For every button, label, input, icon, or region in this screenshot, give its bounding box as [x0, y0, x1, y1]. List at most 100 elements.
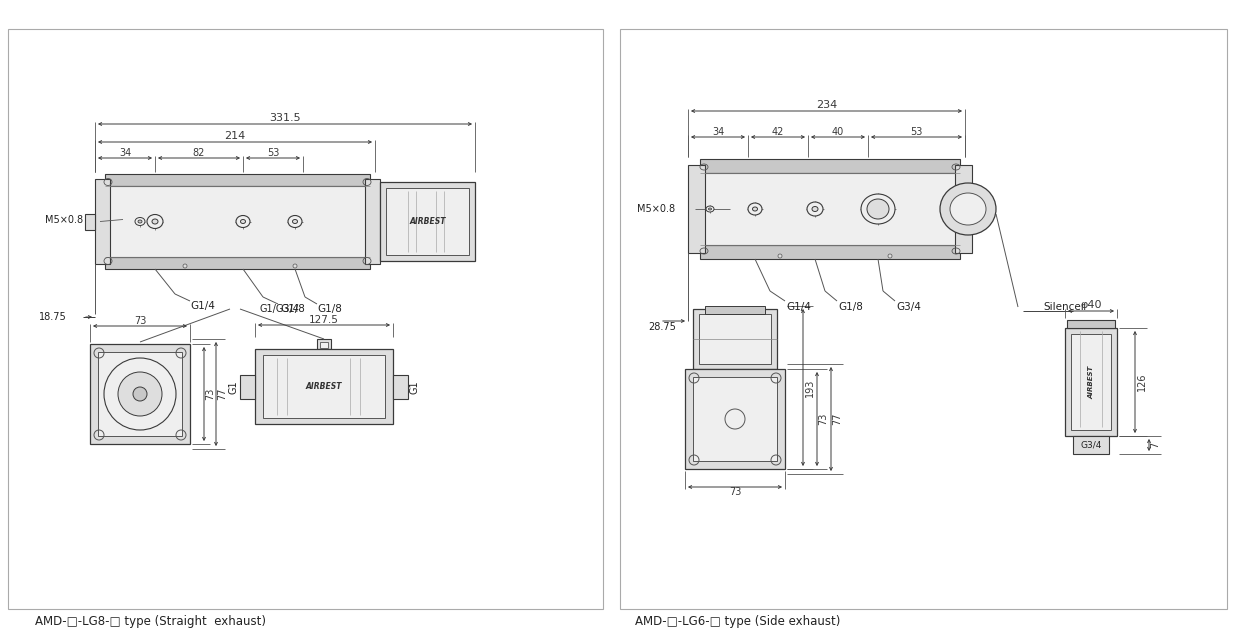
Ellipse shape — [709, 208, 711, 210]
Bar — [693, 377, 777, 461]
Text: G1: G1 — [410, 380, 420, 394]
Text: AMD-□-LG6-□ type (Side exhaust): AMD-□-LG6-□ type (Side exhaust) — [635, 615, 840, 627]
Ellipse shape — [104, 358, 177, 430]
Bar — [105, 174, 370, 186]
Ellipse shape — [119, 372, 162, 416]
Text: AIRBEST: AIRBEST — [306, 382, 342, 391]
Ellipse shape — [950, 193, 986, 225]
Text: G1: G1 — [228, 380, 238, 394]
Bar — [95, 179, 110, 264]
Text: 77: 77 — [217, 388, 227, 400]
Bar — [700, 173, 960, 245]
Text: G1/8: G1/8 — [317, 304, 342, 314]
Bar — [320, 342, 329, 348]
Ellipse shape — [133, 387, 147, 401]
Bar — [700, 245, 960, 259]
Text: 73: 73 — [205, 388, 215, 400]
Text: G1/4: G1/4 — [190, 301, 215, 311]
Text: 53: 53 — [910, 127, 923, 137]
Text: 73: 73 — [133, 316, 146, 326]
Ellipse shape — [811, 206, 818, 212]
Bar — [693, 309, 777, 369]
Bar — [90, 344, 190, 444]
Bar — [705, 306, 764, 314]
Ellipse shape — [288, 215, 303, 227]
Text: G1/8: G1/8 — [839, 302, 863, 312]
Ellipse shape — [138, 220, 142, 223]
Bar — [1065, 328, 1116, 436]
Text: 214: 214 — [225, 131, 246, 141]
Bar — [105, 257, 370, 269]
Bar — [366, 179, 380, 264]
Text: G1/G3/4: G1/G3/4 — [261, 304, 300, 314]
Text: 73: 73 — [818, 413, 827, 425]
Ellipse shape — [940, 183, 995, 235]
Text: G3/4: G3/4 — [897, 302, 921, 312]
Ellipse shape — [236, 215, 249, 227]
Ellipse shape — [183, 264, 186, 268]
Bar — [700, 159, 960, 173]
Text: M5×0.8: M5×0.8 — [44, 215, 83, 224]
Text: 34: 34 — [711, 127, 724, 137]
Bar — [685, 369, 785, 469]
Ellipse shape — [293, 220, 298, 224]
Ellipse shape — [725, 409, 745, 429]
Ellipse shape — [706, 206, 714, 212]
Text: 53: 53 — [267, 148, 279, 158]
Ellipse shape — [293, 264, 296, 268]
Text: 7: 7 — [1150, 442, 1160, 448]
Ellipse shape — [135, 217, 144, 226]
Text: 193: 193 — [805, 378, 815, 397]
Ellipse shape — [778, 254, 782, 258]
Ellipse shape — [861, 194, 895, 224]
Text: 40: 40 — [832, 127, 845, 137]
Text: 127.5: 127.5 — [309, 315, 338, 325]
Text: 331.5: 331.5 — [269, 113, 301, 123]
Text: 42: 42 — [772, 127, 784, 137]
Bar — [1067, 320, 1115, 328]
Text: 126: 126 — [1137, 373, 1147, 391]
Ellipse shape — [752, 207, 757, 211]
Bar — [380, 182, 475, 261]
Ellipse shape — [152, 219, 158, 224]
Bar — [317, 339, 331, 349]
Text: G1/8: G1/8 — [280, 304, 305, 314]
Text: G1/4: G1/4 — [787, 302, 811, 312]
Bar — [254, 349, 393, 424]
Bar — [98, 352, 182, 436]
Bar — [387, 188, 469, 255]
Bar — [955, 165, 972, 253]
Bar — [105, 186, 370, 257]
Bar — [393, 375, 408, 399]
Bar — [688, 165, 705, 253]
Text: 18.75: 18.75 — [40, 312, 67, 322]
Text: M5×0.8: M5×0.8 — [637, 204, 676, 214]
Ellipse shape — [748, 203, 762, 215]
Bar — [240, 375, 254, 399]
Bar — [1073, 436, 1109, 454]
Bar — [7, 29, 603, 609]
Ellipse shape — [867, 199, 889, 219]
Polygon shape — [711, 391, 760, 447]
Ellipse shape — [241, 220, 246, 224]
Bar — [85, 214, 95, 230]
Ellipse shape — [806, 202, 823, 216]
Text: AMD-□-LG8-□ type (Straight  exhaust): AMD-□-LG8-□ type (Straight exhaust) — [35, 615, 266, 627]
Bar — [1071, 334, 1112, 430]
Text: 234: 234 — [816, 100, 837, 110]
Text: 28.75: 28.75 — [648, 322, 676, 332]
Text: AIRBEST: AIRBEST — [409, 217, 446, 226]
Text: φ40: φ40 — [1081, 300, 1102, 310]
Text: 34: 34 — [119, 148, 131, 158]
Text: 82: 82 — [193, 148, 205, 158]
Text: 73: 73 — [729, 487, 741, 497]
Text: Silencer: Silencer — [1044, 302, 1086, 312]
Text: G3/4: G3/4 — [1081, 440, 1102, 449]
Text: 77: 77 — [832, 413, 842, 425]
Ellipse shape — [147, 215, 163, 229]
Bar — [620, 29, 1228, 609]
Text: AIRBEST: AIRBEST — [1088, 366, 1094, 399]
Ellipse shape — [888, 254, 892, 258]
Bar — [699, 314, 771, 364]
Bar — [263, 355, 385, 418]
